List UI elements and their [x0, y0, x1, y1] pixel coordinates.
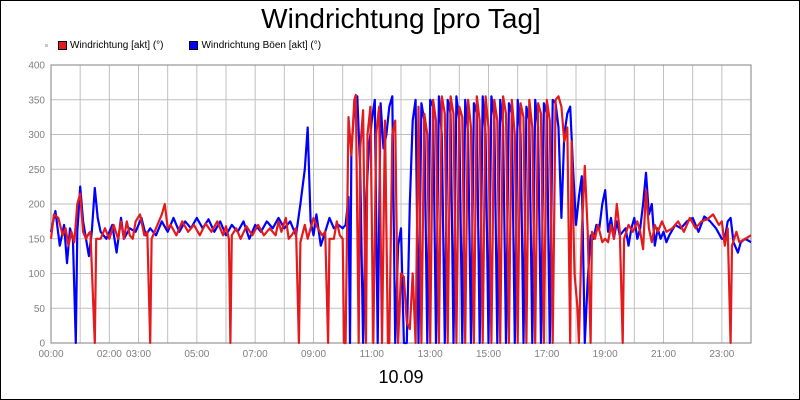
series-line-windrichtung — [49, 93, 752, 345]
legend-swatch-blue — [189, 41, 199, 50]
x-tick-label: 05:00 — [184, 349, 209, 360]
x-tick-label: 07:00 — [243, 349, 268, 360]
y-tick-label: 250 — [28, 165, 45, 176]
legend-label-boeen: Windrichtung Böen [akt] (°) — [201, 40, 322, 51]
x-tick-label: 23:00 — [709, 349, 734, 360]
x-tick-label: 09:00 — [301, 349, 326, 360]
y-tick-label: 100 — [28, 269, 45, 280]
legend-item-windrichtung: Windrichtung [akt] (°) — [58, 40, 163, 51]
x-tick-label: 21:00 — [651, 349, 676, 360]
y-tick-label: 200 — [28, 200, 45, 211]
y-tick-label: 400 — [28, 61, 45, 72]
x-tick-label: 19:00 — [593, 349, 618, 360]
x-tick-label: 15:00 — [476, 349, 501, 360]
x-tick-label: 00:00 — [38, 349, 63, 360]
x-tick-label: 02:00 — [97, 349, 122, 360]
y-tick-label: 350 — [28, 95, 45, 106]
x-tick-label: 13:00 — [418, 349, 443, 360]
y-tick-label: 150 — [28, 234, 45, 245]
y-tick-label: 300 — [28, 130, 45, 141]
legend-label-windrichtung: Windrichtung [akt] (°) — [70, 40, 164, 51]
legend-item-boeen: Windrichtung Böen [akt] (°) — [189, 40, 321, 51]
y-tick-label: 50 — [34, 304, 46, 315]
legend-marker-icon — [45, 44, 48, 47]
y-tick-label: 0 — [39, 339, 45, 350]
chart-title: Windrichtung [pro Tag] — [261, 3, 541, 34]
x-tick-label: 17:00 — [534, 349, 559, 360]
x-tick-label: 11:00 — [360, 349, 385, 360]
plot-border — [50, 64, 752, 344]
date-label: 10.09 — [378, 367, 424, 387]
legend: Windrichtung [akt] (°) Windrichtung Böen… — [45, 40, 347, 51]
legend-swatch-red — [58, 41, 67, 50]
x-tick-label: 03:00 — [126, 349, 151, 360]
